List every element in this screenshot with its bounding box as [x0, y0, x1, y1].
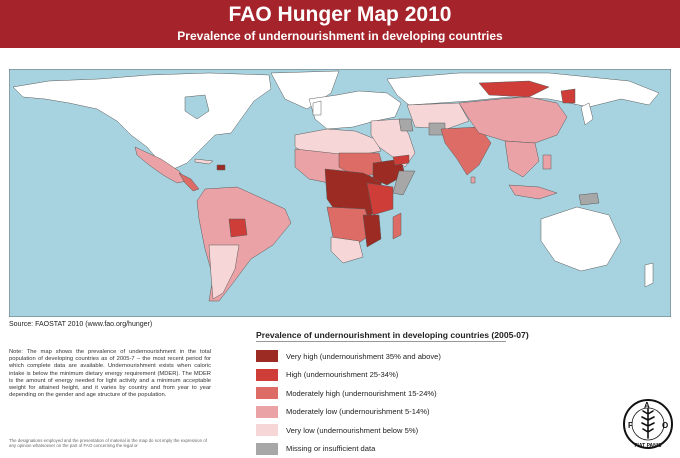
- legend-divider: [256, 341, 506, 342]
- svg-text:F: F: [628, 421, 633, 430]
- north-korea: [561, 89, 575, 103]
- new-zealand: [645, 263, 653, 287]
- legend-label: High (undernourishment 25-34%): [286, 370, 398, 379]
- svg-text:A: A: [644, 401, 650, 410]
- source-note: Source: FAOSTAT 2010 (www.fao.org/hunger…: [9, 321, 152, 328]
- legend: Very high (undernourishment 35% and abov…: [256, 347, 441, 458]
- legend-label: Moderately low (undernourishment 5-14%): [286, 407, 430, 416]
- svg-text:FIAT PANIS: FIAT PANIS: [634, 443, 662, 449]
- header-banner: FAO Hunger Map 2010 Prevalence of undern…: [0, 0, 680, 48]
- disclaimer: The designations employed and the presen…: [9, 438, 211, 449]
- legend-title: Prevalence of undernourishment in develo…: [256, 330, 529, 340]
- papua-new-guinea: [579, 193, 599, 205]
- legend-label: Moderately high (undernourishment 15-24%…: [286, 389, 437, 398]
- page-subtitle: Prevalence of undernourishment in develo…: [0, 29, 680, 43]
- legend-item-missing: Missing or insufficient data: [256, 440, 441, 458]
- sri-lanka: [471, 177, 475, 183]
- legend-swatch: [256, 424, 278, 436]
- yemen: [393, 155, 409, 165]
- bolivia: [229, 219, 247, 237]
- page-title: FAO Hunger Map 2010: [0, 0, 680, 27]
- legend-label: Missing or insufficient data: [286, 444, 375, 453]
- philippines: [543, 155, 551, 169]
- legend-label: Very high (undernourishment 35% and abov…: [286, 352, 441, 361]
- world-map: [9, 69, 671, 317]
- svg-text:O: O: [662, 421, 668, 430]
- legend-label: Very low (undernourishment below 5%): [286, 426, 418, 435]
- legend-swatch: [256, 369, 278, 381]
- legend-swatch: [256, 350, 278, 362]
- iraq-iran: [399, 119, 413, 131]
- legend-item-very-low: Very low (undernourishment below 5%): [256, 421, 441, 440]
- uk: [313, 101, 321, 115]
- methodology-note: Note: The map shows the prevalence of un…: [9, 349, 211, 399]
- legend-item-very-high: Very high (undernourishment 35% and abov…: [256, 347, 441, 366]
- madagascar: [393, 213, 401, 239]
- legend-item-moderately-high: Moderately high (undernourishment 15-24%…: [256, 384, 441, 403]
- fao-logo: F A O FIAT PANIS: [622, 398, 674, 450]
- haiti: [217, 165, 225, 170]
- legend-swatch: [256, 406, 278, 418]
- legend-item-high: High (undernourishment 25-34%): [256, 366, 441, 385]
- legend-swatch: [256, 443, 278, 455]
- legend-swatch: [256, 387, 278, 399]
- legend-item-moderately-low: Moderately low (undernourishment 5-14%): [256, 403, 441, 422]
